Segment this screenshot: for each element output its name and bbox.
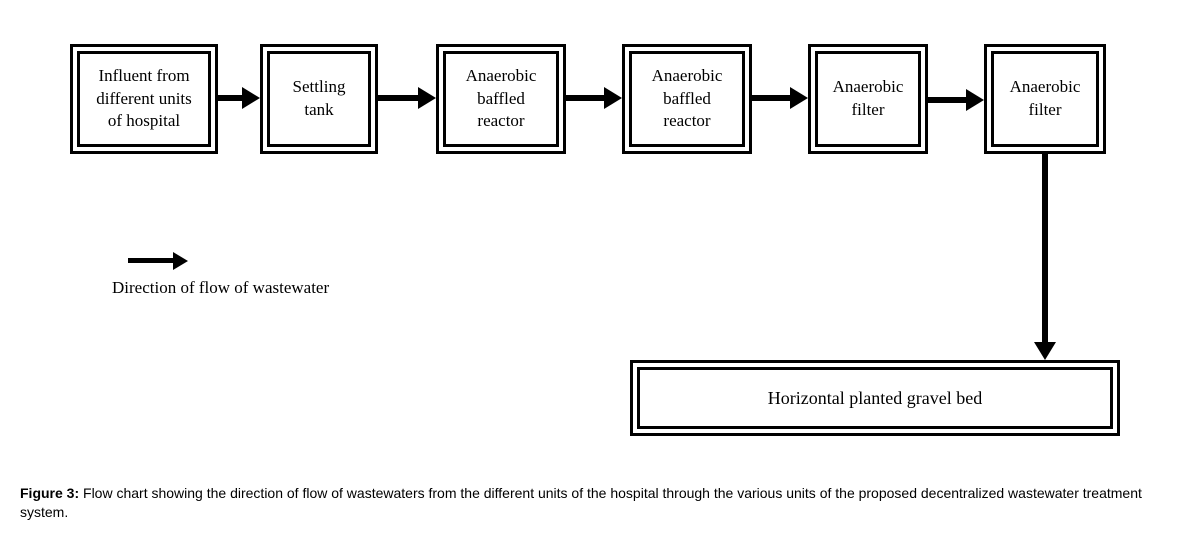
node-label: Anaerobic baffled reactor [640,65,734,134]
node-abr-2: Anaerobic baffled reactor [622,44,752,154]
arrow-right-icon [566,95,606,101]
node-label: Anaerobic filter [826,76,910,122]
node-anaerobic-filter-1: Anaerobic filter [808,44,928,154]
node-settling-tank: Settling tank [260,44,378,154]
legend-arrow-icon [128,258,174,263]
flowchart-canvas: Influent from different units of hospita… [0,0,1178,534]
node-label: Horizontal planted gravel bed [768,386,982,410]
node-label: Settling tank [278,76,360,122]
figure-caption-text: Flow chart showing the direction of flow… [20,485,1142,520]
arrow-right-icon [752,95,792,101]
node-influent: Influent from different units of hospita… [70,44,218,154]
node-label: Anaerobic filter [1002,76,1088,122]
arrow-right-icon [218,95,244,101]
arrow-right-icon [378,95,420,101]
figure-caption-label: Figure 3: [20,485,79,501]
node-label: Influent from different units of hospita… [88,65,200,134]
node-abr-1: Anaerobic baffled reactor [436,44,566,154]
node-anaerobic-filter-2: Anaerobic filter [984,44,1106,154]
node-gravel-bed: Horizontal planted gravel bed [630,360,1120,436]
arrow-down-icon [1042,154,1048,344]
figure-caption: Figure 3: Flow chart showing the directi… [20,484,1160,522]
node-label: Anaerobic baffled reactor [454,65,548,134]
arrow-right-icon [928,97,968,103]
legend-text: Direction of flow of wastewater [112,278,329,298]
